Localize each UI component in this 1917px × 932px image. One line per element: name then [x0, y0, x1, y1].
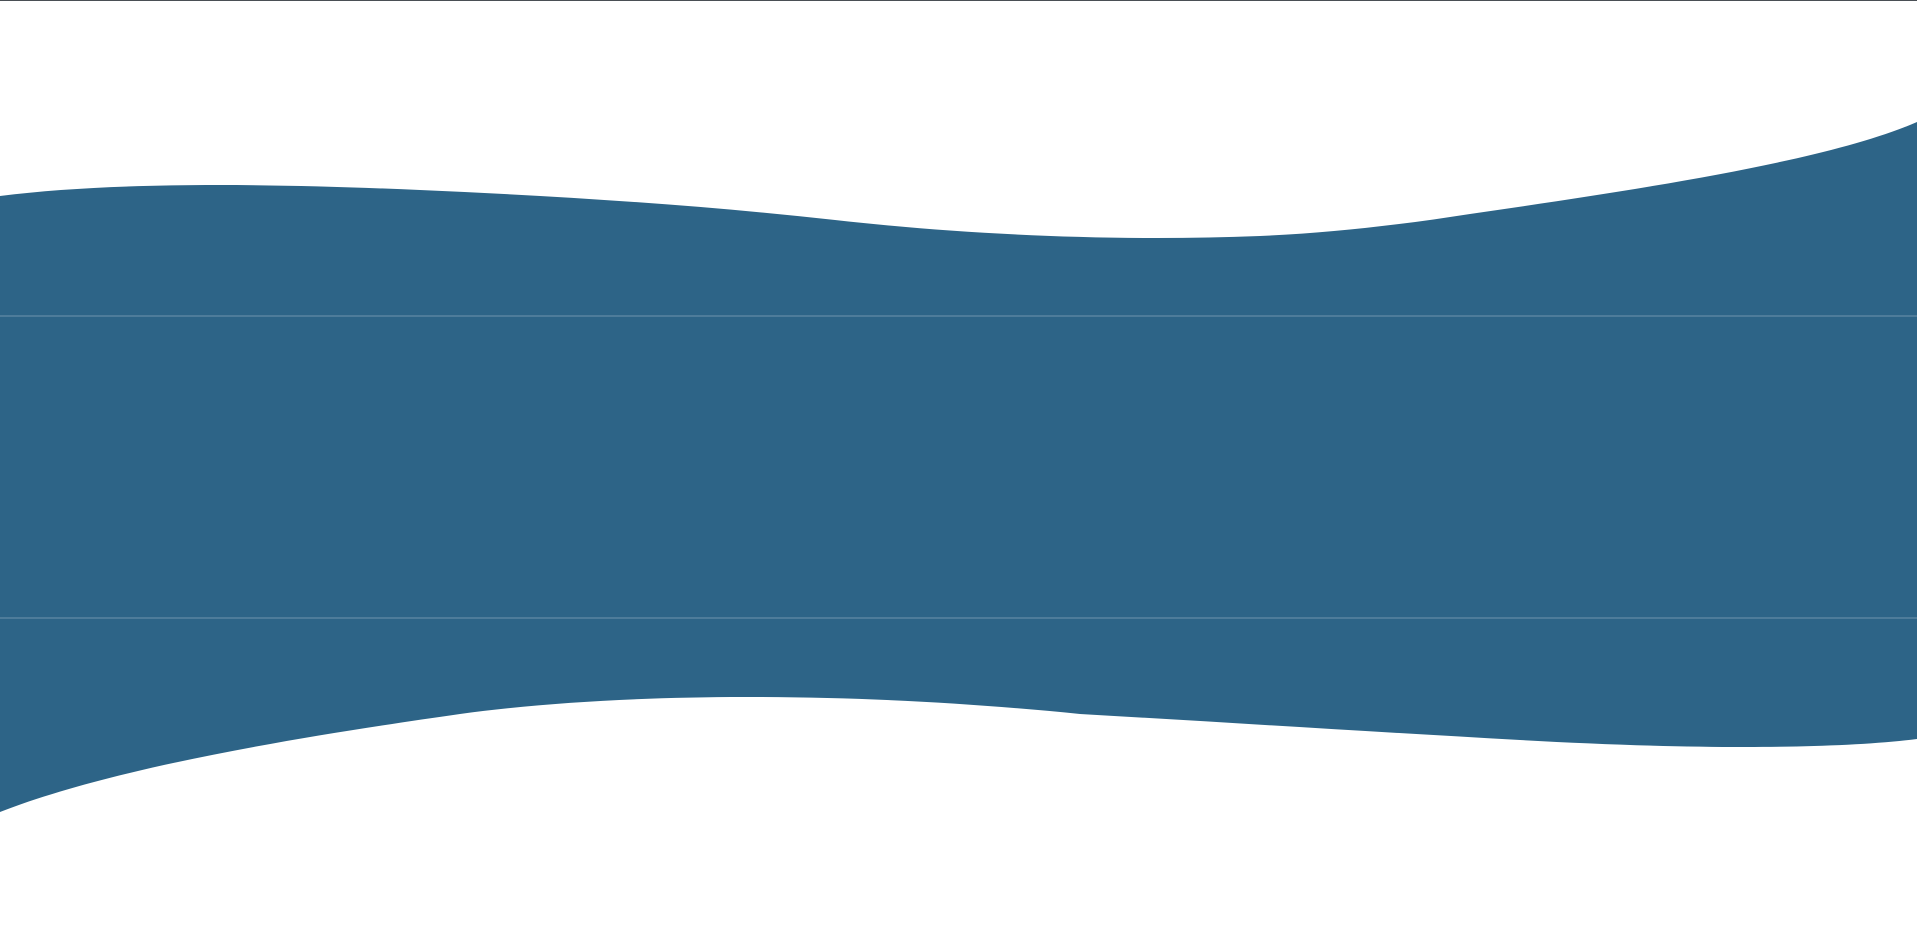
top-rule — [0, 0, 1917, 1]
wave-band — [0, 122, 1917, 812]
